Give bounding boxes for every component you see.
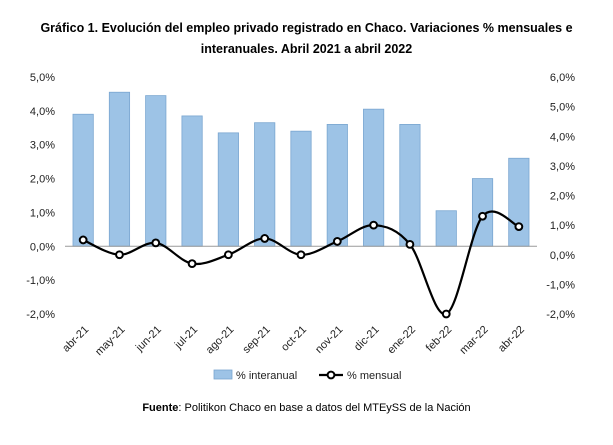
x-tick-label: feb-22 xyxy=(424,324,455,355)
x-tick-label: abr-22 xyxy=(496,324,527,355)
y-right-tick-label: 6,0% xyxy=(550,72,575,84)
y-right-tick-label: 2,0% xyxy=(550,191,575,203)
bar-interanual xyxy=(326,124,348,247)
x-tick-label: ene-22 xyxy=(385,324,418,357)
y-right-tick-label: 3,0% xyxy=(550,161,575,173)
bar-interanual xyxy=(72,113,94,247)
point-mensual xyxy=(187,259,197,269)
x-tick-label: oct-21 xyxy=(279,324,309,354)
source-text: : Politikon Chaco en base a datos del MT… xyxy=(178,402,471,414)
y-right-tick-label: 5,0% xyxy=(550,102,575,114)
source-label: Fuente xyxy=(142,402,179,414)
y-left-tick-label: 3,0% xyxy=(30,140,55,152)
y-right-tick-label: -2,0% xyxy=(546,309,575,321)
y-left-tick-label: 0,0% xyxy=(30,241,55,253)
bar-interanual xyxy=(181,115,203,247)
x-tick-label: ago-21 xyxy=(204,324,237,357)
point-mensual xyxy=(332,237,342,246)
x-tick-label: dic-21 xyxy=(352,324,382,354)
legend-label-interanual: % interanual xyxy=(236,370,297,382)
x-tick-label: may-21 xyxy=(93,324,127,358)
x-tick-label: sep-21 xyxy=(241,324,273,356)
bar-interanual xyxy=(254,122,276,247)
y-right-tick-label: 1,0% xyxy=(550,220,575,232)
x-tick-label: jul-21 xyxy=(172,324,200,352)
point-mensual xyxy=(115,250,124,260)
y-left-tick-label: 2,0% xyxy=(30,174,55,186)
point-mensual xyxy=(405,239,415,249)
legend-label-mensual: % mensual xyxy=(347,370,401,382)
legend-swatch-interanual xyxy=(213,369,233,380)
y-left-tick-label: 4,0% xyxy=(30,106,55,118)
point-mensual xyxy=(260,234,270,243)
y-left-tick-label: 5,0% xyxy=(30,72,55,84)
point-mensual xyxy=(151,238,161,248)
point-mensual xyxy=(223,250,233,260)
point-mensual xyxy=(296,250,306,260)
point-mensual xyxy=(478,211,487,221)
y-right-tick-label: 0,0% xyxy=(550,250,575,262)
y-left-tick-label: -1,0% xyxy=(26,275,55,287)
point-mensual xyxy=(369,220,379,230)
bar-interanual xyxy=(435,210,457,247)
source-note: Fuente: Politikon Chaco en base a datos … xyxy=(0,402,613,414)
bar-interanual xyxy=(508,157,530,247)
chart-title-line2: interanuales. Abril 2021 a abril 2022 xyxy=(200,42,413,56)
legend-swatch-mensual-marker xyxy=(326,370,336,380)
bar-interanual xyxy=(399,124,421,247)
y-right-tick-label: -1,0% xyxy=(546,279,575,291)
y-left-tick-label: 1,0% xyxy=(30,207,55,219)
x-tick-label: nov-21 xyxy=(313,324,345,356)
bar-interanual xyxy=(217,132,239,247)
point-mensual xyxy=(78,235,88,245)
x-tick-label: mar-22 xyxy=(458,324,491,357)
x-tick-label: abr-21 xyxy=(60,324,91,355)
y-left-tick-label: -2,0% xyxy=(26,309,55,321)
bar-interanual xyxy=(290,130,312,247)
bar-interanual xyxy=(145,95,167,247)
y-right-tick-label: 4,0% xyxy=(550,131,575,143)
x-tick-label: jun-21 xyxy=(133,324,164,355)
bar-interanual xyxy=(108,91,131,247)
chart-title-line1: Gráfico 1. Evolución del empleo privado … xyxy=(40,21,573,35)
point-mensual xyxy=(441,309,451,319)
point-mensual xyxy=(514,222,524,232)
